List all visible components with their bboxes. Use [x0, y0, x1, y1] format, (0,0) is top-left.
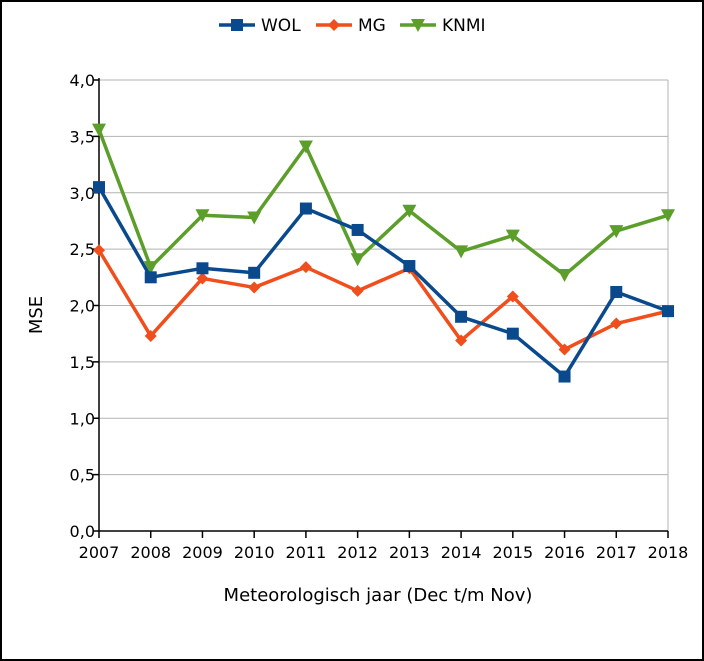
data-point: [299, 261, 312, 274]
data-point: [195, 209, 210, 223]
data-point: [455, 334, 468, 347]
y-tick-label: 0,5: [70, 466, 95, 485]
x-tick-label: 2010: [234, 543, 275, 562]
y-axis-label: MSE: [26, 296, 47, 334]
x-tick-label: 2012: [337, 543, 378, 562]
data-point: [144, 271, 157, 284]
data-point: [92, 123, 106, 137]
legend-label: MG: [358, 16, 386, 36]
x-tick-label: 2016: [544, 543, 585, 562]
data-point: [662, 305, 674, 318]
data-point: [610, 317, 623, 330]
data-point: [610, 285, 623, 298]
y-tick-label: 4,0: [70, 71, 95, 90]
legend-label: WOL: [261, 16, 301, 36]
data-point: [196, 272, 209, 285]
data-point: [403, 260, 416, 273]
legend-item-knmi: KNMI: [400, 16, 486, 36]
data-point: [299, 202, 312, 215]
x-tick-label: 2014: [441, 543, 482, 562]
data-point: [143, 261, 158, 275]
data-point: [93, 244, 105, 257]
y-tick-label: 2,0: [70, 297, 95, 316]
data-point: [248, 281, 261, 294]
data-point: [455, 310, 468, 323]
series-knmi: [92, 123, 675, 283]
data-point: [298, 140, 313, 154]
data-point: [196, 262, 209, 275]
data-point: [351, 284, 364, 297]
axes: [93, 78, 669, 538]
data-point: [247, 211, 262, 225]
data-point: [93, 181, 105, 194]
data-point: [505, 229, 520, 243]
y-tick-labels: 0,0 0,5 1,0 1,5 2,0 2,5 3,0 3,5 4,0: [70, 71, 95, 541]
data-point: [506, 290, 519, 303]
x-tick-label: 2013: [389, 543, 430, 562]
y-tick-label: 3,5: [70, 127, 95, 146]
y-tick-label: 2,5: [70, 240, 95, 259]
data-point: [248, 266, 261, 279]
x-tick-label: 2015: [492, 543, 533, 562]
y-tick-label: 3,0: [70, 184, 95, 203]
x-tick-label: 2017: [596, 543, 637, 562]
data-point: [402, 204, 417, 218]
grid-lines: [99, 79, 669, 531]
data-point: [557, 269, 572, 283]
data-point: [558, 343, 571, 356]
data-point: [144, 329, 157, 342]
x-tick-label: 2008: [130, 543, 171, 562]
y-tick-label: 0,0: [70, 522, 95, 541]
y-tick-label: 1,5: [70, 353, 95, 372]
x-tick-label: 2009: [182, 543, 223, 562]
data-point: [351, 223, 364, 236]
x-tick-label: 2018: [648, 543, 689, 562]
data-point: [350, 253, 365, 267]
data-point: [328, 19, 340, 31]
legend-item-mg: MG: [316, 16, 386, 36]
data-point: [231, 19, 243, 31]
x-tick-label: 2011: [286, 543, 327, 562]
series-wol: [93, 181, 674, 383]
series-line: [97, 128, 669, 277]
data-point: [558, 370, 571, 383]
legend-label: KNMI: [442, 16, 486, 36]
data-point: [661, 209, 675, 223]
series-layer: [92, 123, 675, 383]
series-line: [97, 186, 669, 379]
data-point: [609, 225, 624, 239]
series-mg: [93, 244, 674, 356]
x-tick-labels: 2007 2008 2009 2010 2011 2012 2013 2014 2015 2016…: [79, 543, 689, 562]
data-point: [506, 327, 519, 340]
data-point: [454, 245, 469, 259]
x-tick-label: 2007: [79, 543, 120, 562]
y-tick-label: 1,0: [70, 409, 95, 428]
series-line: [97, 249, 669, 352]
data-point: [411, 19, 425, 32]
legend-item-wol: WOL: [219, 16, 301, 36]
legend: WOL MG KNMI: [219, 16, 486, 36]
x-axis-label: Meteorologisch jaar (Dec t/m Nov): [224, 585, 533, 606]
